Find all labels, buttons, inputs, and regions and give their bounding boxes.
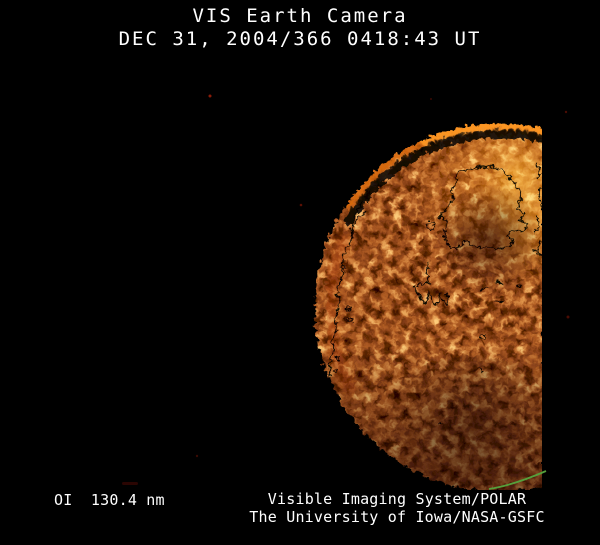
noise-dot bbox=[430, 98, 432, 100]
coastline-island bbox=[345, 315, 351, 321]
coastline-small-loop bbox=[514, 281, 520, 287]
noise-dot bbox=[299, 203, 303, 207]
coastline-left-coast bbox=[324, 199, 361, 396]
limb-dark-lane bbox=[342, 127, 542, 224]
coastline-lower-zigzag bbox=[410, 260, 448, 304]
dark-interior-patch bbox=[432, 182, 542, 292]
earth-disk bbox=[313, 121, 542, 490]
wavelength-label: OI 130.4 nm bbox=[54, 491, 165, 509]
coastline-islet bbox=[424, 219, 434, 229]
limb-bright-rim-right bbox=[419, 121, 542, 145]
coastline-small-marks bbox=[435, 279, 502, 425]
background-noise-dots bbox=[122, 94, 570, 485]
coastline-island bbox=[333, 353, 339, 359]
noise-smudge bbox=[122, 482, 138, 485]
coastline-island bbox=[331, 366, 337, 372]
noise-dot bbox=[208, 94, 212, 98]
coastline-overlay bbox=[324, 149, 542, 425]
coastline-island bbox=[342, 302, 350, 310]
timestamp: DEC 31, 2004/366 0418:43 UT bbox=[118, 28, 482, 50]
page-title: VIS Earth Camera bbox=[192, 5, 408, 27]
noise-dot bbox=[195, 454, 199, 458]
credit-line-1: Visible Imaging System/POLAR bbox=[267, 490, 527, 508]
limb-line-green bbox=[488, 470, 547, 490]
noise-dot bbox=[564, 110, 568, 114]
coastline-right-fragments bbox=[529, 149, 542, 259]
coastline-left-spur bbox=[349, 208, 364, 227]
noise-dot bbox=[566, 315, 570, 319]
credit-line-2: The University of Iowa/NASA-GSFC bbox=[249, 508, 545, 526]
coastline-small-loop bbox=[477, 331, 485, 339]
coastline-central-region bbox=[437, 164, 528, 249]
